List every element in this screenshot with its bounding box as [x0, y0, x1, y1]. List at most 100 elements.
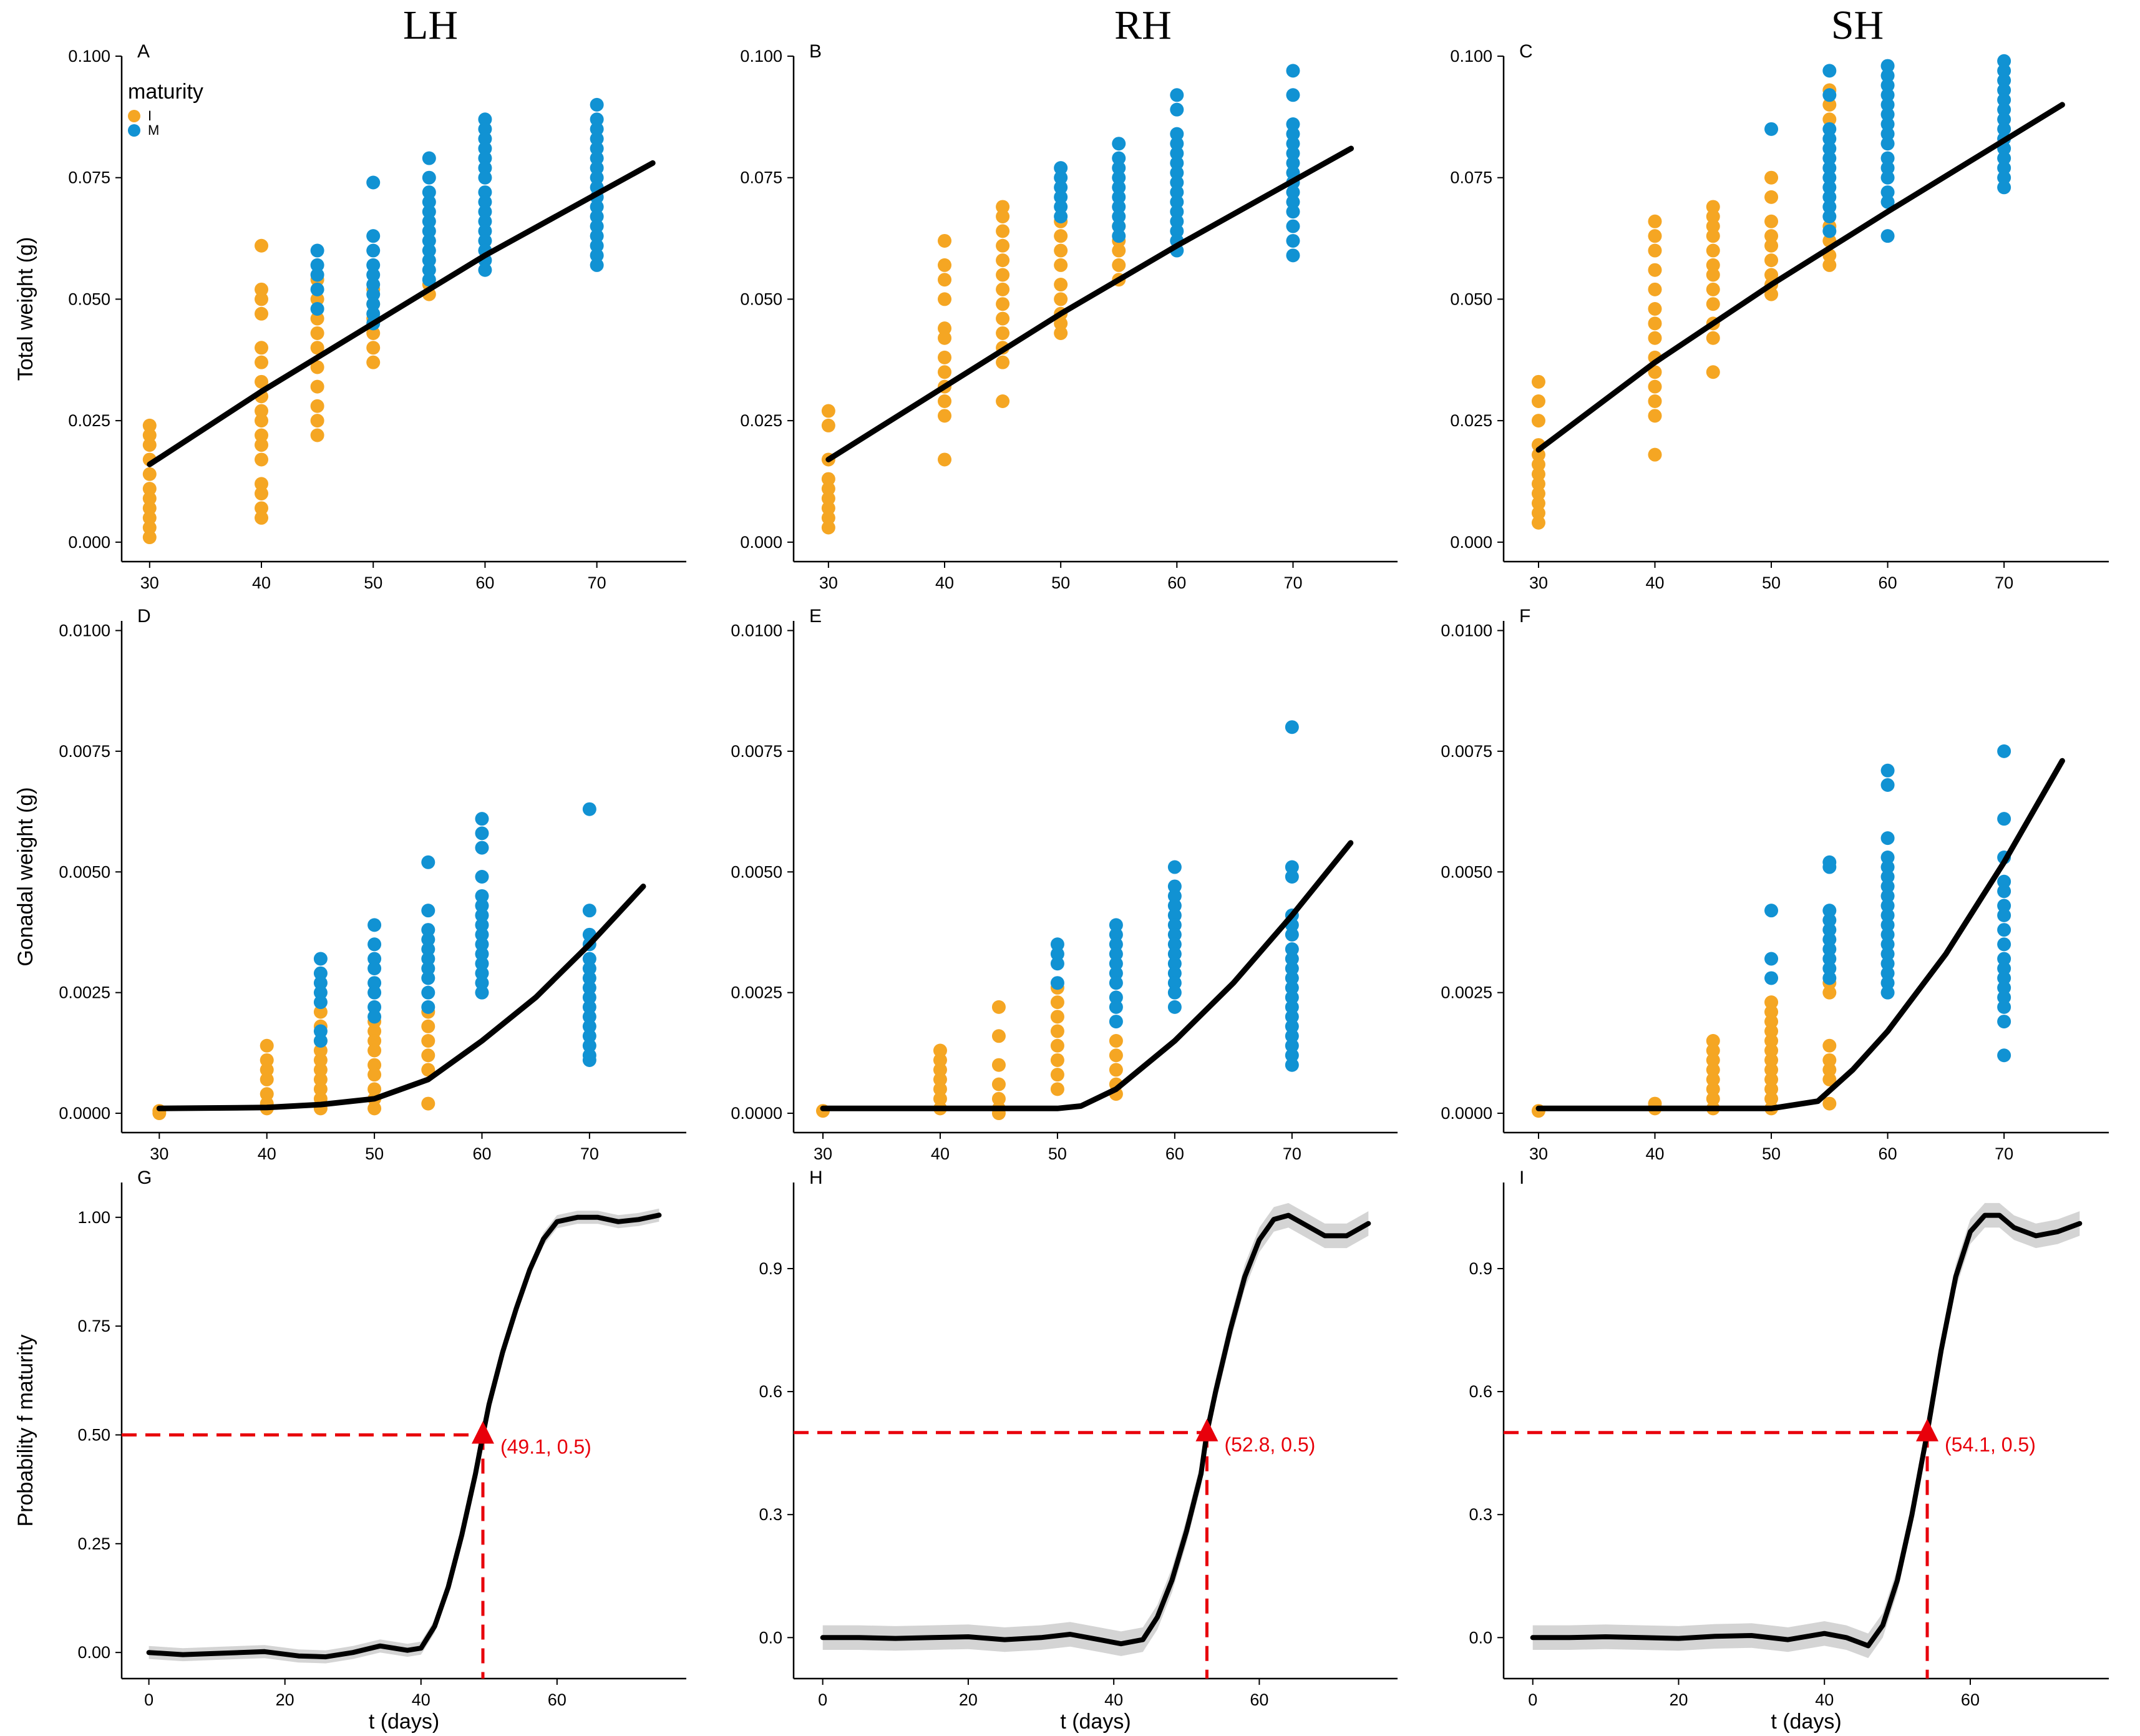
- data-point-mature: [313, 966, 328, 980]
- data-point-mature: [310, 302, 324, 316]
- data-point-mature: [1170, 214, 1184, 228]
- data-point-immature: [938, 365, 951, 379]
- data-point-immature: [1648, 316, 1662, 331]
- data-point-immature: [255, 404, 269, 418]
- data-point-immature: [821, 491, 835, 505]
- data-point-mature: [1880, 899, 1895, 913]
- data-point-immature: [1764, 238, 1779, 253]
- data-point-mature: [1285, 1029, 1299, 1043]
- data-point-mature: [475, 957, 489, 971]
- data-point-mature: [421, 952, 435, 966]
- data-point-mature: [1286, 233, 1300, 248]
- data-point-immature: [1648, 282, 1662, 296]
- data-point-mature: [1880, 170, 1895, 185]
- data-point-mature: [1822, 151, 1837, 165]
- data-point-mature: [1880, 161, 1895, 175]
- data-point-mature: [366, 175, 381, 190]
- data-point-immature: [421, 1048, 435, 1063]
- data-point-immature: [821, 482, 835, 496]
- data-point-mature: [1285, 952, 1299, 966]
- data-point-mature: [1167, 947, 1182, 961]
- data-point-mature: [1109, 1015, 1123, 1029]
- data-point-immature: [1648, 365, 1662, 379]
- panel-letter: G: [137, 1168, 152, 1188]
- data-point-mature: [1880, 229, 1895, 243]
- y-tick-label: 0.0050: [731, 862, 782, 881]
- panel-c: C 0.000 0.025 0.050 0.075 0.100 30 40 50 60 70: [1450, 41, 2109, 592]
- data-point-immature: [933, 1091, 947, 1106]
- data-point-immature: [1054, 229, 1068, 243]
- data-point-mature: [1997, 980, 2011, 995]
- data-point-immature: [1764, 995, 1779, 1010]
- y-tick-label: 0.0075: [731, 742, 782, 761]
- data-point-immature: [821, 510, 835, 525]
- data-point-mature: [313, 995, 328, 1010]
- x-tick-label: 50: [1762, 1144, 1781, 1163]
- data-point-immature: [991, 1029, 1006, 1043]
- x-tick-label: 30: [1529, 573, 1548, 592]
- x-tick-label: 0: [818, 1690, 827, 1709]
- data-point-immature: [1648, 379, 1662, 394]
- data-point-immature: [310, 341, 324, 355]
- data-point-mature: [1285, 927, 1299, 942]
- data-point-mature: [1880, 107, 1895, 122]
- fit-line: [147, 160, 656, 467]
- data-point-immature: [938, 452, 951, 467]
- data-point-mature: [1880, 966, 1895, 980]
- data-point-mature: [1286, 195, 1300, 209]
- data-point-immature: [996, 238, 1010, 253]
- data-point-mature: [1822, 180, 1837, 195]
- data-point-mature: [1997, 884, 2011, 899]
- data-point-immature: [1112, 258, 1126, 272]
- data-point-mature: [1880, 59, 1895, 73]
- data-point-immature: [367, 1068, 382, 1082]
- y-tick-label: 0.025: [1450, 411, 1492, 430]
- probability-curve: [146, 1212, 662, 1660]
- y-tick-label: 0.0075: [59, 742, 110, 761]
- data-point-mature: [478, 112, 492, 127]
- data-point-immature: [1531, 496, 1545, 510]
- threshold-label: (54.1, 0.5): [1945, 1433, 2036, 1456]
- data-point-immature: [366, 355, 381, 369]
- data-point-immature: [1764, 1034, 1779, 1048]
- data-point-mature: [590, 97, 604, 112]
- data-point-mature: [1167, 879, 1182, 894]
- data-point-mature: [478, 170, 492, 185]
- data-point-immature: [1764, 253, 1779, 268]
- data-point-mature: [1997, 952, 2011, 966]
- data-point-mature: [1286, 137, 1300, 151]
- data-point-mature: [421, 855, 435, 869]
- column-title-lh: LH: [403, 2, 458, 48]
- data-point-mature: [478, 185, 492, 200]
- data-point-immature: [938, 258, 951, 272]
- data-point-immature: [1531, 414, 1545, 428]
- x-tick-label: 60: [548, 1690, 567, 1709]
- data-point-mature: [366, 287, 381, 301]
- data-point-immature: [260, 1063, 274, 1077]
- x-tick-label: 0: [1528, 1690, 1537, 1709]
- data-point-mature: [422, 273, 436, 287]
- data-point-mature: [1880, 117, 1895, 132]
- data-point-immature: [260, 1053, 274, 1067]
- data-point-immature: [310, 399, 324, 413]
- data-point-mature: [478, 161, 492, 175]
- data-point-immature: [1531, 467, 1545, 481]
- data-point-mature: [475, 976, 489, 990]
- data-point-mature: [1880, 78, 1895, 92]
- data-point-mature: [313, 985, 328, 1000]
- data-point-mature: [1167, 899, 1182, 913]
- data-point-immature: [255, 238, 269, 253]
- data-point-mature: [590, 219, 604, 233]
- data-point-immature: [1050, 1053, 1064, 1067]
- fit-line: [825, 145, 1354, 462]
- x-axis-title: t (days): [1060, 1710, 1131, 1734]
- data-point-mature: [1880, 88, 1895, 102]
- data-point-mature: [478, 195, 492, 209]
- data-point-immature: [996, 200, 1010, 214]
- panel-letter: B: [809, 41, 822, 62]
- data-point-mature: [1997, 961, 2011, 975]
- data-point-mature: [367, 961, 382, 975]
- data-point-immature: [1706, 210, 1720, 224]
- data-point-immature: [142, 438, 157, 452]
- data-point-immature: [313, 1063, 328, 1077]
